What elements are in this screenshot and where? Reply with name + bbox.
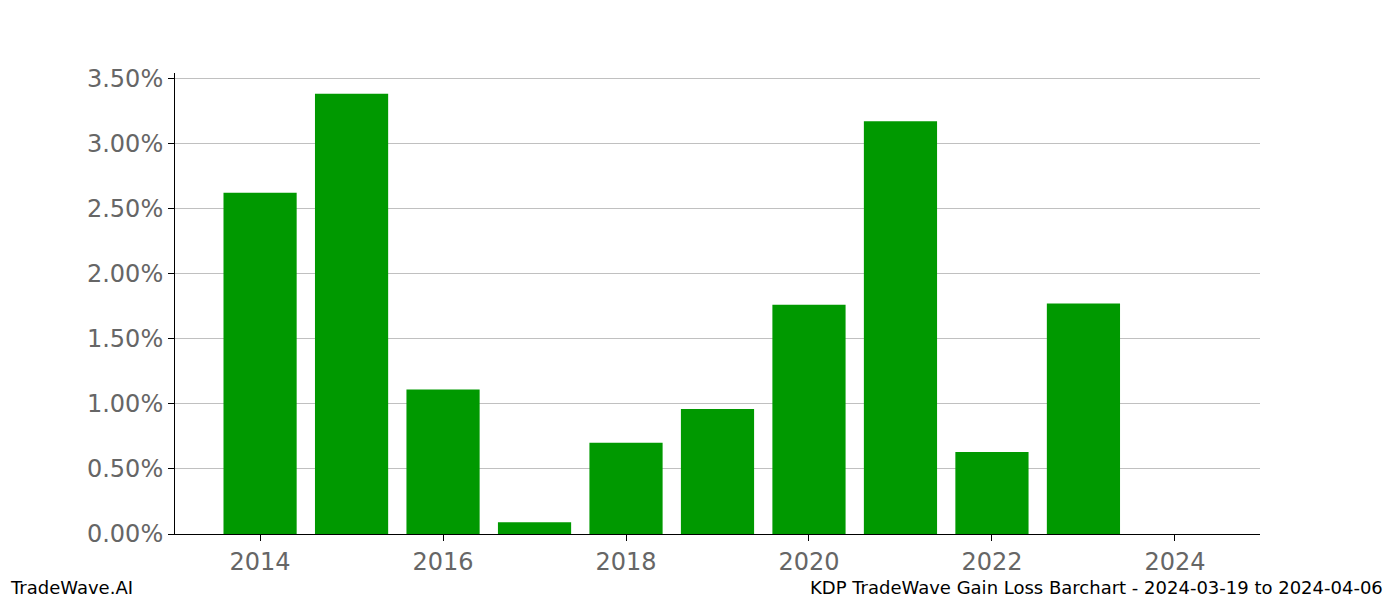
svg-text:2024: 2024 [1144, 548, 1205, 576]
svg-text:TradeWave.AI: TradeWave.AI [10, 577, 133, 598]
svg-text:1.50%: 1.50% [87, 325, 163, 353]
svg-text:2022: 2022 [961, 548, 1022, 576]
svg-text:KDP TradeWave Gain Loss Barcha: KDP TradeWave Gain Loss Barchart - 2024-… [810, 577, 1383, 598]
svg-text:1.00%: 1.00% [87, 390, 163, 418]
svg-text:2016: 2016 [413, 548, 474, 576]
svg-text:2.50%: 2.50% [87, 195, 163, 223]
svg-text:2.00%: 2.00% [87, 260, 163, 288]
svg-text:0.00%: 0.00% [87, 520, 163, 548]
svg-text:2020: 2020 [778, 548, 839, 576]
svg-text:2014: 2014 [230, 548, 291, 576]
svg-text:3.00%: 3.00% [87, 130, 163, 158]
svg-text:0.50%: 0.50% [87, 455, 163, 483]
svg-text:3.50%: 3.50% [87, 65, 163, 93]
svg-text:2018: 2018 [595, 548, 656, 576]
